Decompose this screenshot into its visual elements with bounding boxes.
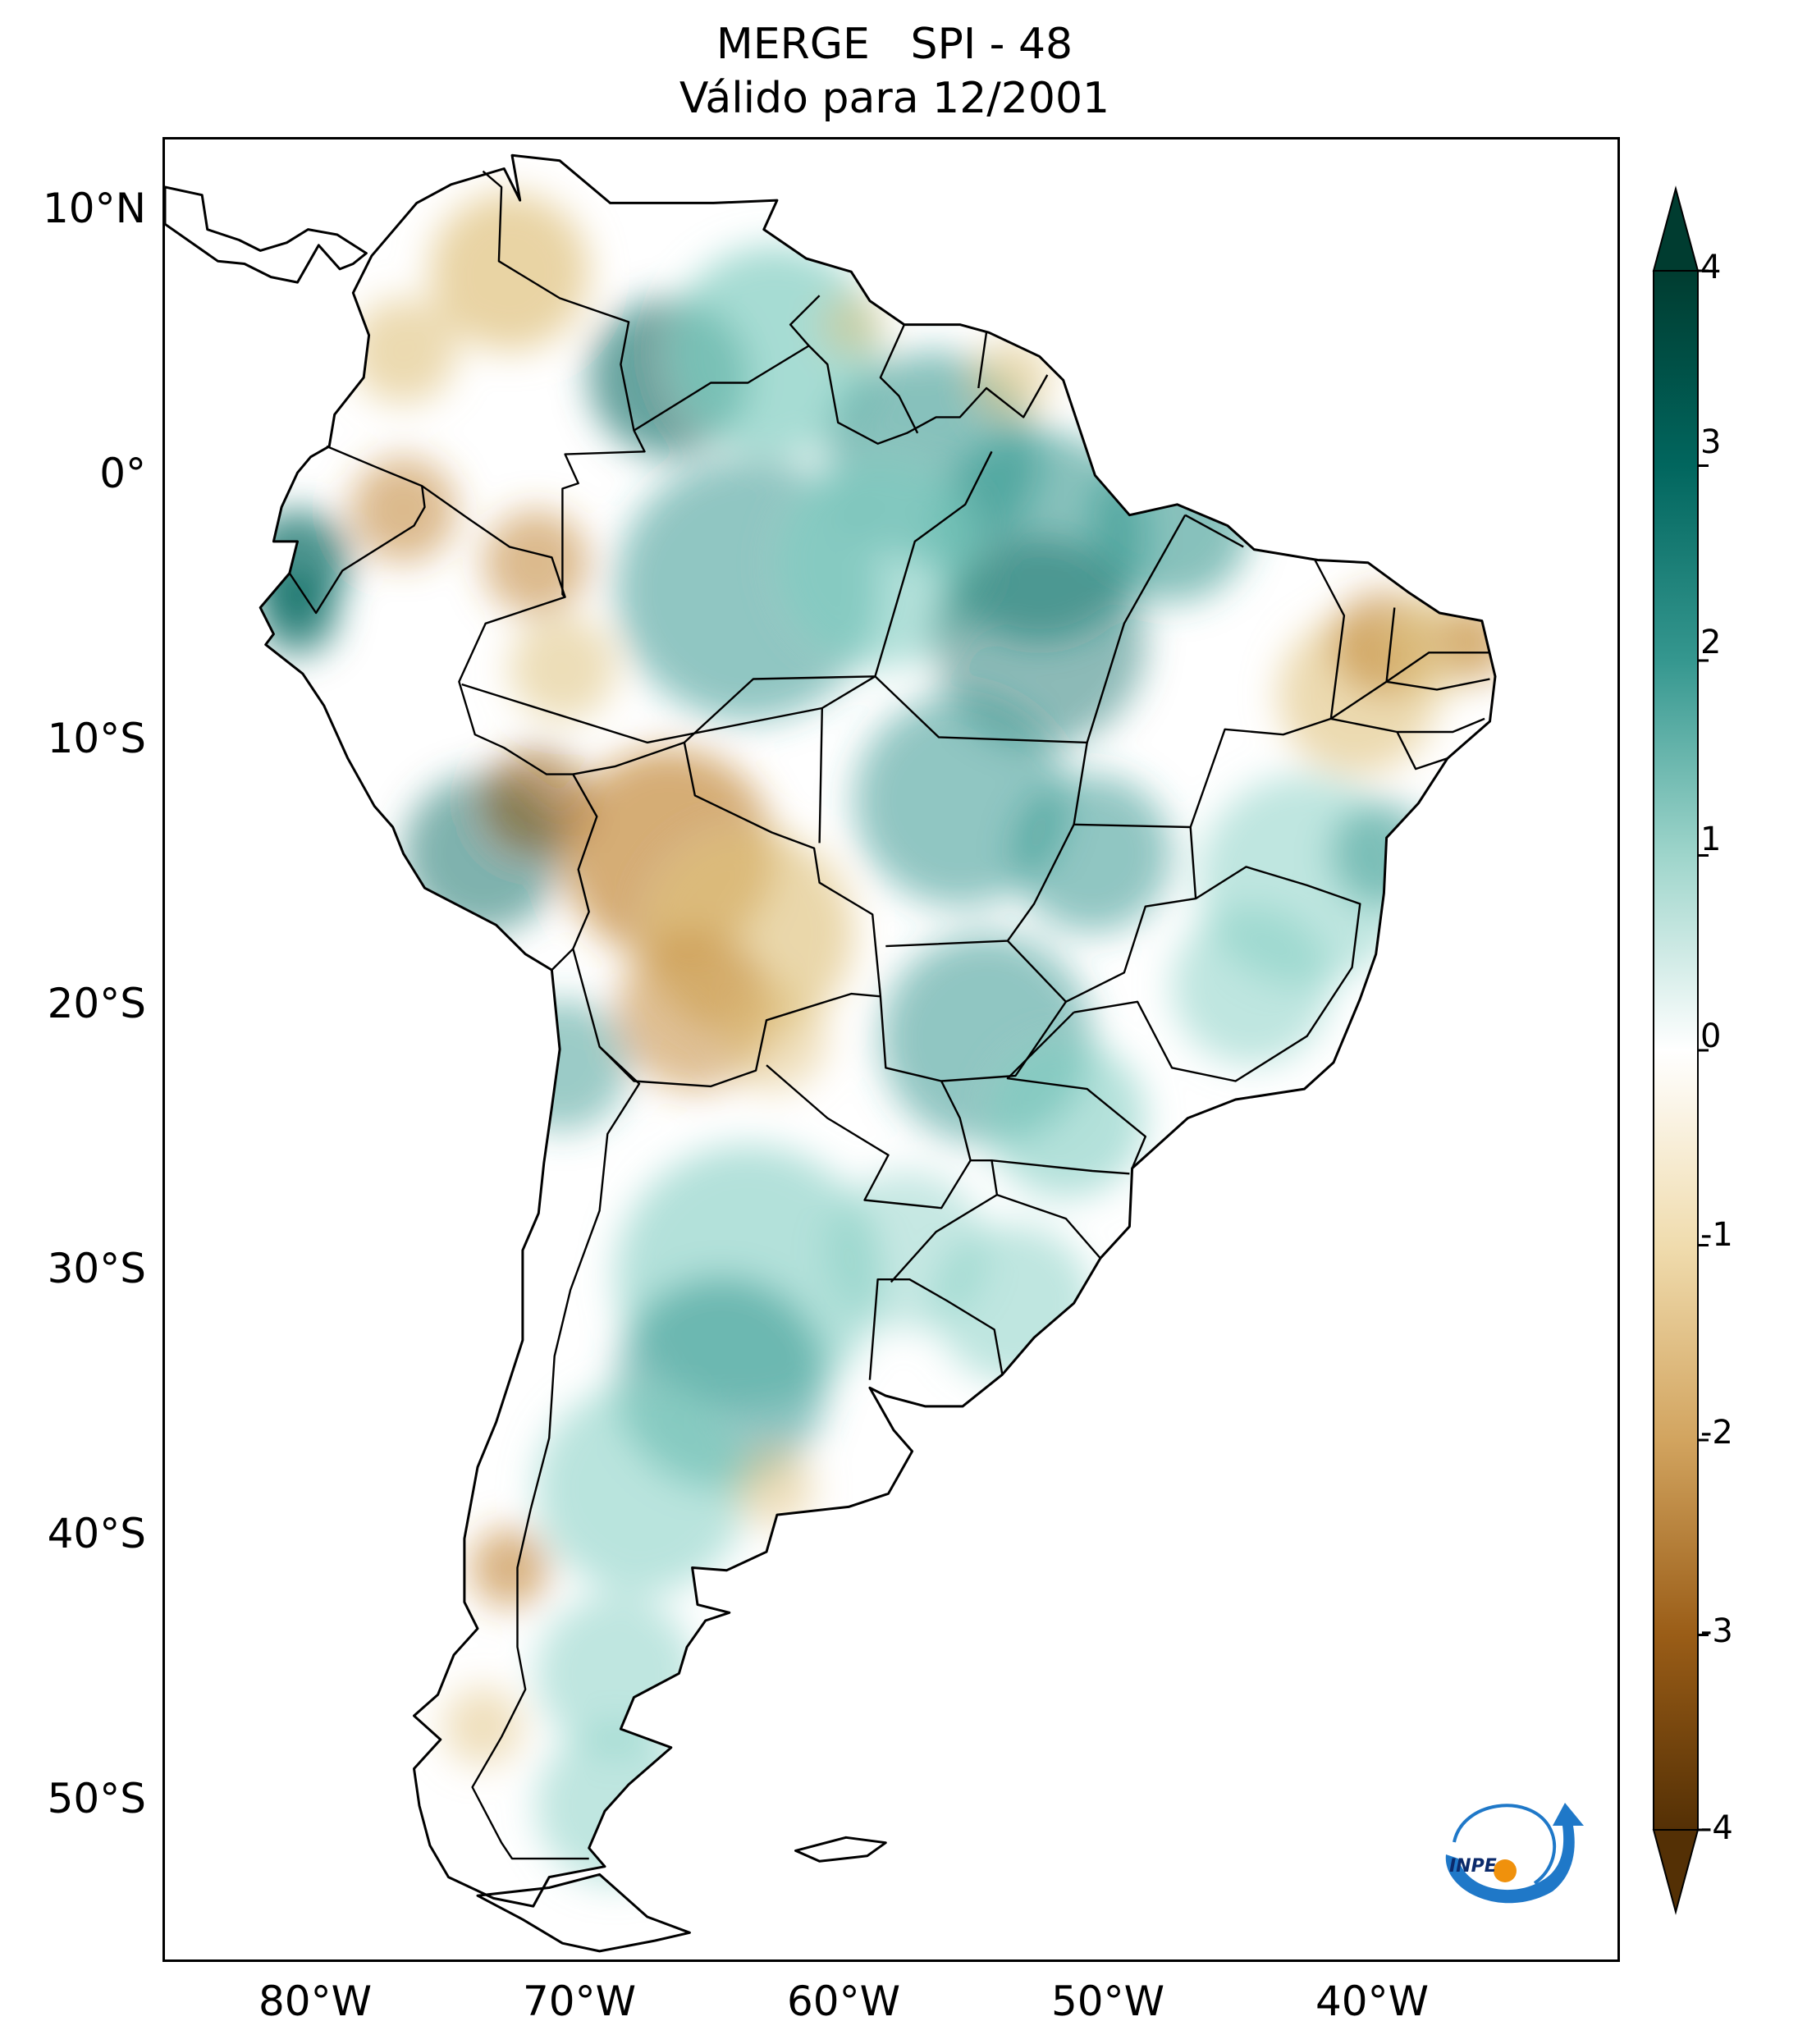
colorbar-tick-minus1: -1	[1700, 1216, 1733, 1254]
colorbar-extend-min	[1652, 1829, 1700, 1915]
lat-label-0: 0°	[99, 450, 146, 497]
colorbar-tick-2: 2	[1700, 624, 1722, 661]
lat-label-30s: 30°S	[47, 1245, 146, 1292]
lat-label-40s: 40°S	[47, 1510, 146, 1557]
spi-field	[165, 155, 1495, 1951]
colorbar-tick-3: 3	[1700, 423, 1722, 461]
colorbar-tick-0: 0	[1700, 1017, 1722, 1055]
svg-text:INPE: INPE	[1449, 1856, 1497, 1877]
lat-label-10s: 10°S	[47, 715, 146, 762]
colorbar-tick-minus2: -2	[1700, 1414, 1733, 1452]
colorbar-tick-4: 4	[1700, 249, 1722, 286]
lon-label-60w: 60°W	[786, 1978, 901, 2025]
south-america-map	[165, 153, 1497, 1953]
lon-label-70w: 70°W	[522, 1978, 637, 2025]
inpe-logo: INPE	[1445, 1803, 1584, 1904]
map-frame	[162, 137, 1620, 1962]
colorbar-tick-1: 1	[1700, 821, 1722, 858]
lon-label-80w: 80°W	[258, 1978, 373, 2025]
lon-label-50w: 50°W	[1050, 1978, 1165, 2025]
country-borders	[165, 153, 1497, 1953]
lat-label-10n: 10°N	[42, 185, 146, 232]
colorbar-tick-minus3: -3	[1700, 1612, 1733, 1650]
map-subtitle: Válido para 12/2001	[679, 74, 1110, 123]
lat-label-20s: 20°S	[47, 980, 146, 1027]
colorbar-extend-max	[1652, 185, 1700, 272]
colorbar-gradient	[1653, 270, 1699, 1831]
lat-label-50s: 50°S	[47, 1775, 146, 1822]
map-title: MERGE SPI - 48	[716, 20, 1073, 69]
lon-label-40w: 40°W	[1315, 1978, 1430, 2025]
colorbar-tick-minus4: -4	[1700, 1809, 1733, 1847]
